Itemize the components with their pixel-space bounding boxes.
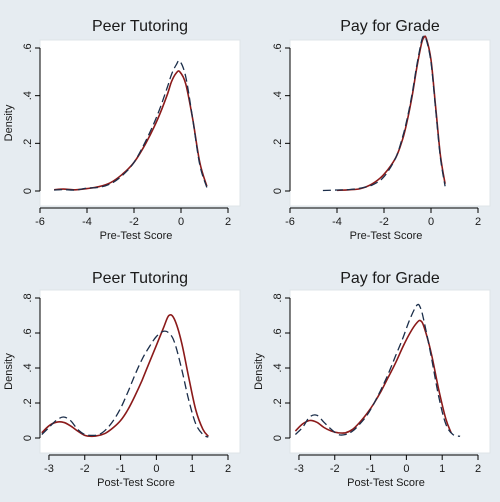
x-tick-label: 1: [439, 463, 445, 475]
x-tick-label: -2: [129, 216, 139, 228]
y-tick-label: 0: [22, 188, 34, 194]
density-line-dashed: [41, 330, 209, 438]
x-tick-label: -2: [80, 463, 90, 475]
chart-title: Peer Tutoring: [92, 270, 188, 287]
y-tick-label: .6: [272, 328, 284, 337]
y-tick-label: .2: [272, 139, 284, 148]
y-tick-label: .8: [22, 293, 34, 302]
x-tick-label: -4: [332, 216, 342, 228]
chart-panel-4: Pay for Grade 0 .2 .4 .6 .8 Density -3 -2 -1 0 1 2 Po…: [250, 252, 500, 502]
plot-area: [39, 39, 241, 207]
density-line-solid: [54, 70, 208, 191]
x-tick-label: -2: [330, 463, 340, 475]
x-tick-label: -3: [44, 463, 54, 475]
y-tick-label: .2: [22, 398, 34, 407]
x-tick-label: 2: [225, 463, 231, 475]
y-tick-label: .6: [22, 328, 34, 337]
y-tick-label: .4: [22, 91, 34, 100]
y-tick-label: .4: [272, 363, 284, 372]
x-tick-label: 2: [475, 463, 481, 475]
x-tick-label: 0: [403, 463, 409, 475]
chart-panel-1: Peer Tutoring 0 .2 .4 .6 Density -6 -4 -2 0 2 Pre-T…: [0, 0, 248, 250]
density-line-dashed: [294, 303, 461, 437]
x-tick-label: -6: [35, 216, 45, 228]
y-tick-label: 0: [22, 435, 34, 441]
plot-area: [39, 289, 241, 454]
y-tick-label: 0: [272, 435, 284, 441]
y-tick-label: .2: [272, 398, 284, 407]
y-tick-label: .2: [22, 139, 34, 148]
plot-area: [289, 289, 491, 454]
chart-title: Pay for Grade: [340, 270, 440, 287]
y-axis-label: Density: [3, 104, 15, 141]
x-tick-label: 0: [178, 216, 184, 228]
x-axis-label: Pre-Test Score: [350, 230, 423, 242]
x-tick-label: -6: [285, 216, 295, 228]
density-line-solid: [294, 319, 452, 434]
x-tick-label: -4: [82, 216, 92, 228]
y-tick-label: 0: [272, 188, 284, 194]
x-tick-label: 0: [428, 216, 434, 228]
y-tick-label: .4: [22, 363, 34, 372]
x-tick-label: -1: [366, 463, 376, 475]
x-axis-label: Post-Test Score: [347, 477, 425, 489]
y-tick-label: .8: [272, 293, 284, 302]
density-line-dashed: [322, 35, 446, 192]
x-tick-label: -2: [379, 216, 389, 228]
x-tick-label: 2: [475, 216, 481, 228]
x-axis-label: Pre-Test Score: [100, 230, 173, 242]
plot-area: [289, 39, 491, 207]
y-axis-label: Density: [253, 353, 265, 390]
x-tick-label: 0: [153, 463, 159, 475]
chart-panel-2: Pay for Grade 0 .2 .4 .6 -6 -4 -2 0 2 Pre-Test Sco…: [250, 0, 500, 250]
y-tick-label: .6: [22, 43, 34, 52]
x-axis-label: Post-Test Score: [97, 477, 175, 489]
x-tick-label: -1: [116, 463, 126, 475]
y-tick-label: .4: [272, 91, 284, 100]
chart-title: Pay for Grade: [340, 18, 440, 35]
density-line-dashed: [54, 59, 208, 191]
chart-title: Peer Tutoring: [92, 18, 188, 35]
density-line-solid: [41, 313, 209, 438]
chart-panel-3: Peer Tutoring 0 .2 .4 .6 .8 Density -3 -2 -1 0 1 2 Po…: [0, 252, 248, 502]
y-tick-label: .6: [272, 43, 284, 52]
x-tick-label: 1: [189, 463, 195, 475]
x-tick-label: 2: [225, 216, 231, 228]
y-axis-label: Density: [3, 353, 15, 390]
x-tick-label: -3: [294, 463, 304, 475]
